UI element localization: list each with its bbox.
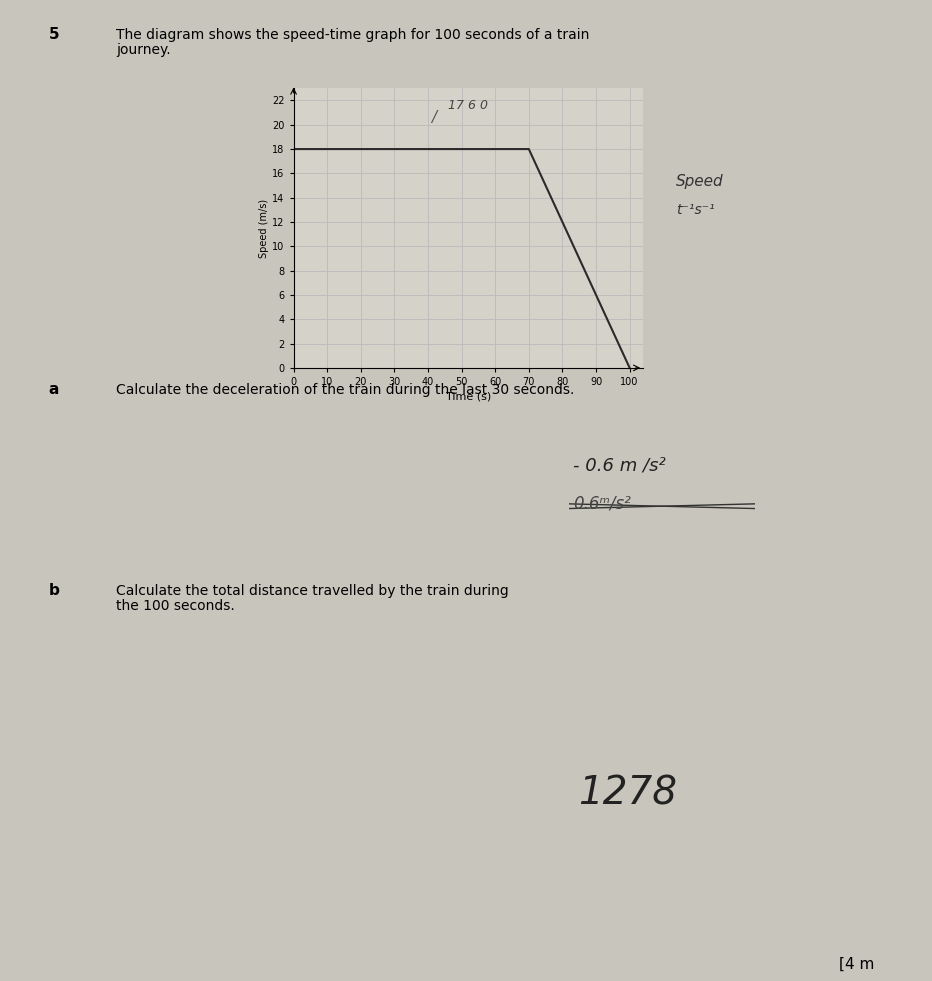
Text: /: / — [432, 110, 436, 126]
Text: Speed: Speed — [676, 175, 723, 189]
Text: the 100 seconds.: the 100 seconds. — [116, 599, 235, 613]
Text: Calculate the total distance travelled by the train during: Calculate the total distance travelled b… — [116, 585, 509, 598]
Text: 0.6ᵐ/s²: 0.6ᵐ/s² — [573, 494, 631, 512]
Text: The diagram shows the speed-time graph for 100 seconds of a train: The diagram shows the speed-time graph f… — [116, 28, 590, 42]
Text: t⁻¹s⁻¹: t⁻¹s⁻¹ — [676, 203, 715, 217]
Text: b: b — [48, 584, 60, 598]
Text: 17 6 0: 17 6 0 — [448, 99, 488, 112]
Text: - 0.6 m /s²: - 0.6 m /s² — [573, 457, 666, 475]
Text: 1278: 1278 — [578, 774, 677, 812]
Text: 5: 5 — [48, 27, 59, 42]
Text: [4 m: [4 m — [839, 957, 874, 972]
Text: Calculate the deceleration of the train during the last 30 seconds.: Calculate the deceleration of the train … — [116, 384, 575, 397]
X-axis label: Time (s): Time (s) — [445, 391, 491, 401]
Y-axis label: Speed (m/s): Speed (m/s) — [259, 198, 269, 258]
Text: journey.: journey. — [116, 43, 171, 57]
Text: a: a — [48, 383, 59, 397]
